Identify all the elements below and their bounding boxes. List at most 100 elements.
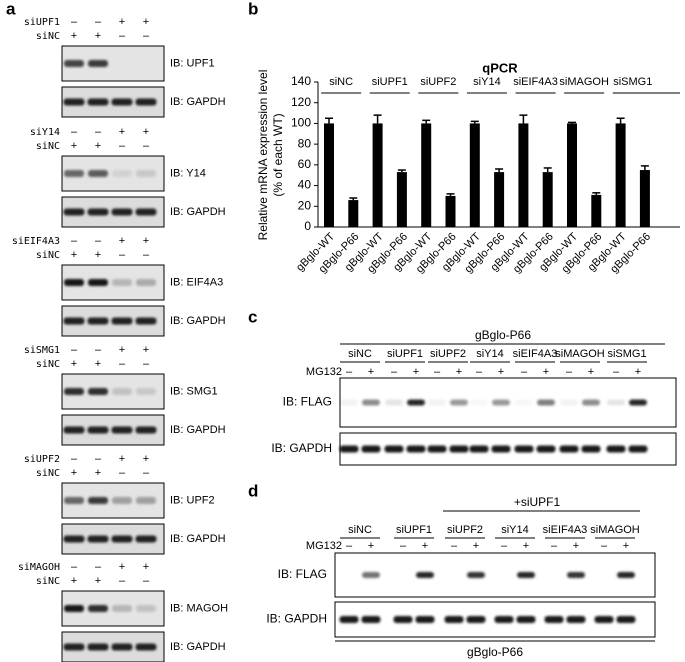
band xyxy=(87,317,109,325)
band xyxy=(516,616,536,623)
sign: – xyxy=(95,344,102,356)
group-label: siUPF1 xyxy=(372,76,408,88)
band xyxy=(606,445,626,453)
band xyxy=(428,399,446,406)
ib-label: IB: Y14 xyxy=(170,167,206,179)
panel-label: a xyxy=(6,0,16,18)
header: gBglo-P66 xyxy=(475,328,531,342)
band xyxy=(112,605,132,612)
bar xyxy=(372,123,383,227)
band xyxy=(111,208,133,216)
band xyxy=(416,572,434,578)
band xyxy=(582,399,600,406)
bar xyxy=(591,194,602,227)
sign: + xyxy=(119,235,125,247)
sign: – xyxy=(143,30,150,42)
band xyxy=(87,643,109,651)
ib-label: IB: UPF2 xyxy=(170,494,215,506)
condition-label: siUPF2 xyxy=(24,454,60,465)
band xyxy=(384,445,404,453)
sign: + xyxy=(523,540,529,552)
condition-label: siEIF4A3 xyxy=(12,236,60,247)
band xyxy=(494,616,514,623)
sign: – xyxy=(143,467,150,479)
band xyxy=(136,170,156,177)
band xyxy=(135,643,157,651)
sign: – xyxy=(95,235,102,247)
error-bar xyxy=(470,120,479,124)
band xyxy=(466,616,486,623)
y-tick-label: 80 xyxy=(298,136,312,150)
sign: + xyxy=(71,140,77,152)
band xyxy=(136,388,156,395)
sign: – xyxy=(400,540,407,552)
band xyxy=(537,399,555,406)
band xyxy=(135,98,157,106)
ib-label: IB: GAPDH xyxy=(170,641,226,653)
error-bar xyxy=(422,119,431,124)
ib-label: IB: GAPDH xyxy=(170,96,226,108)
sign: + xyxy=(95,575,101,587)
condition-label: siNC xyxy=(36,141,60,152)
sign: + xyxy=(473,540,479,552)
bar xyxy=(469,123,480,227)
error-bar xyxy=(325,117,333,124)
group-label: siEIF4A3 xyxy=(543,524,588,536)
band xyxy=(339,616,359,623)
group-label: siMAGOH xyxy=(555,348,605,360)
band xyxy=(63,98,85,106)
sign: + xyxy=(588,366,594,378)
sign: + xyxy=(71,30,77,42)
ib-label: IB: GAPDH xyxy=(271,441,332,455)
sign: – xyxy=(451,540,458,552)
band xyxy=(111,643,133,651)
band xyxy=(112,497,132,504)
sign: – xyxy=(143,249,150,261)
band xyxy=(581,445,601,453)
band xyxy=(111,317,133,325)
band xyxy=(449,445,469,453)
group-label: siNC xyxy=(329,76,353,88)
panel-label: b xyxy=(248,0,258,18)
sign: – xyxy=(95,126,102,138)
condition-label: siMAGOH xyxy=(18,562,60,573)
band xyxy=(112,388,132,395)
group-label: siNC xyxy=(348,524,372,536)
error-bar xyxy=(640,165,649,171)
group-label: siUPF2 xyxy=(447,524,483,536)
sign: – xyxy=(346,366,353,378)
sign: + xyxy=(119,126,125,138)
error-bar xyxy=(446,193,455,196)
sign: – xyxy=(391,366,398,378)
panel-label: d xyxy=(248,481,258,500)
panel-label: c xyxy=(248,307,257,326)
sign: – xyxy=(119,140,126,152)
band xyxy=(135,535,157,543)
condition-label: siNC xyxy=(36,468,60,479)
header: +siUPF1 xyxy=(514,495,561,509)
band xyxy=(469,445,489,453)
band xyxy=(517,572,535,578)
sign: – xyxy=(95,453,102,465)
sign: – xyxy=(551,540,558,552)
band xyxy=(87,208,109,216)
condition-label: siNC xyxy=(36,359,60,370)
error-bar xyxy=(568,121,576,124)
band xyxy=(362,399,380,406)
band xyxy=(112,279,132,286)
sign: + xyxy=(119,561,125,573)
band xyxy=(467,572,485,578)
band xyxy=(628,445,648,453)
ib-label: IB: UPF1 xyxy=(170,57,215,69)
band xyxy=(63,643,85,651)
condition-label: siSMG1 xyxy=(24,345,60,356)
band xyxy=(444,616,464,623)
sign: + xyxy=(143,16,149,28)
error-bar xyxy=(543,167,552,173)
sign: + xyxy=(623,540,629,552)
sign: – xyxy=(601,540,608,552)
error-bar xyxy=(495,168,504,173)
condition-label: siNC xyxy=(36,576,60,587)
band xyxy=(393,616,413,623)
band xyxy=(385,399,403,406)
